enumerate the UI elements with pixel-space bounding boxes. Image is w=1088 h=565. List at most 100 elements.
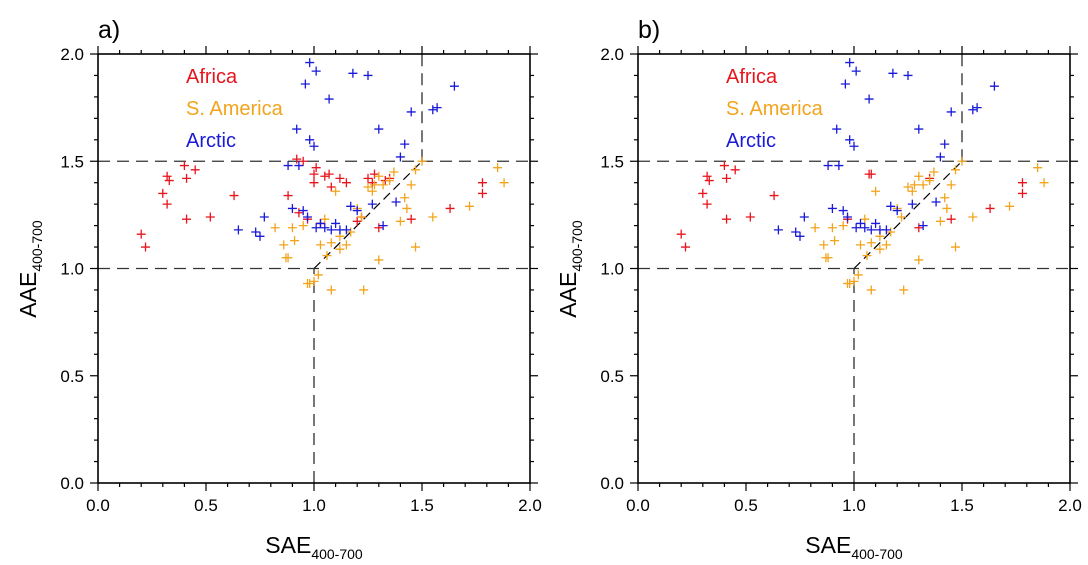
point-a-arctic-9	[300, 79, 310, 89]
point-a-arctic-27	[367, 199, 377, 209]
point-a-africa-11	[229, 191, 239, 201]
point-a-arctic-24	[348, 68, 358, 78]
panel-label-b: b)	[638, 16, 660, 44]
point-a-s_america-34	[402, 203, 412, 213]
y-tick-label-b-3: 1.5	[600, 152, 624, 171]
point-a-africa-35	[445, 203, 455, 213]
point-b-africa-9	[730, 165, 740, 175]
point-b-africa-18	[985, 203, 995, 213]
point-a-s_america-32	[395, 216, 405, 226]
point-b-africa-17	[946, 214, 956, 224]
point-b-s_america-12	[860, 214, 870, 224]
point-a-s_america-25	[367, 186, 377, 196]
point-b-africa-6	[719, 161, 729, 171]
point-a-africa-25	[341, 178, 351, 188]
point-a-arctic-7	[294, 161, 304, 171]
point-a-s_america-20	[346, 227, 356, 237]
point-b-s_america-6	[838, 221, 848, 231]
point-b-arctic-26	[903, 70, 913, 80]
y-tick-label-a-3: 1.5	[60, 152, 84, 171]
point-a-s_america-0	[270, 223, 280, 233]
point-a-s_america-3	[283, 253, 293, 263]
point-b-s_america-5	[830, 236, 840, 246]
point-b-arctic-25	[892, 206, 902, 216]
point-b-s_america-35	[946, 180, 956, 190]
y-tick-label-a-0: 0.0	[60, 474, 84, 493]
x-tick-label-a-3: 1.5	[410, 496, 434, 515]
point-b-s_america-29	[918, 180, 928, 190]
point-a-arctic-25	[352, 206, 362, 216]
point-b-s_america-16	[871, 186, 881, 196]
point-a-africa-34	[406, 214, 416, 224]
point-a-s_america-27	[374, 255, 384, 265]
series-a-africa	[136, 154, 487, 252]
point-a-arctic-31	[395, 152, 405, 162]
point-b-s_america-1	[819, 240, 829, 250]
point-b-arctic-24	[888, 68, 898, 78]
x-tick-label-a-4: 2.0	[518, 496, 542, 515]
point-b-africa-11	[769, 191, 779, 201]
point-a-africa-22	[324, 169, 334, 179]
x-tick-label-b-2: 1.0	[842, 496, 866, 515]
point-b-s_america-39	[968, 212, 978, 222]
point-b-s_america-3	[823, 253, 833, 263]
point-a-s_america-31	[389, 167, 399, 177]
point-b-s_america-25	[907, 186, 917, 196]
point-a-s_america-8	[305, 279, 315, 289]
point-a-s_america-13	[322, 251, 332, 261]
y-axis-title-a: AAE400-700	[15, 220, 45, 318]
y-tick-label-b-2: 1.0	[600, 260, 624, 279]
point-b-africa-0	[676, 229, 686, 239]
point-a-arctic-5	[287, 203, 297, 213]
point-b-arctic-12	[845, 135, 855, 145]
point-a-africa-23	[326, 182, 336, 192]
point-a-s_america-10	[313, 270, 323, 280]
point-a-africa-14	[294, 208, 304, 218]
point-a-s_america-11	[315, 240, 325, 250]
point-a-s_america-41	[493, 163, 503, 173]
point-b-arctic-18	[864, 94, 874, 104]
point-b-s_america-23	[899, 285, 909, 295]
point-b-arctic-36	[989, 81, 999, 91]
point-a-africa-9	[190, 165, 200, 175]
point-b-africa-8	[722, 214, 732, 224]
point-b-arctic-6	[832, 124, 842, 134]
point-a-africa-17	[309, 178, 319, 188]
point-b-arctic-19	[866, 225, 876, 235]
x-tick-label-b-3: 1.5	[950, 496, 974, 515]
point-a-s_america-17	[335, 244, 345, 254]
point-b-africa-3	[702, 199, 712, 209]
x-tick-label-a-1: 0.5	[194, 496, 218, 515]
x-tick-label-a-2: 1.0	[302, 496, 326, 515]
point-b-s_america-17	[875, 244, 885, 254]
point-b-arctic-2	[795, 231, 805, 241]
point-a-arctic-1	[251, 227, 261, 237]
point-a-s_america-30	[385, 176, 395, 186]
point-b-s_america-32	[935, 216, 945, 226]
panel-b: b) SAE400-700 AAE400-700 0.0 0.5 1.0 1.5 2.0…	[555, 16, 1082, 562]
point-a-s_america-9	[309, 276, 319, 286]
point-b-arctic-30	[931, 197, 941, 207]
point-a-s_america-14	[326, 285, 336, 295]
point-b-arctic-29	[918, 221, 928, 231]
point-a-arctic-20	[331, 218, 341, 228]
y-tick-label-b-1: 0.5	[600, 367, 624, 386]
point-a-s_america-33	[400, 193, 410, 203]
x-tick-label-b-1: 0.5	[734, 496, 758, 515]
point-a-africa-0	[136, 229, 146, 239]
point-a-africa-1	[141, 242, 151, 252]
point-b-arctic-10	[843, 212, 853, 222]
y-tick-label-a-4: 2.0	[60, 45, 84, 64]
point-a-s_america-15	[326, 238, 336, 248]
point-b-s_america-26	[909, 180, 919, 190]
point-b-s_america-8	[845, 279, 855, 289]
point-b-arctic-0	[773, 225, 783, 235]
point-b-arctic-34	[968, 105, 978, 115]
point-b-s_america-13	[862, 251, 872, 261]
point-b-s_america-34	[942, 203, 952, 213]
point-b-s_america-15	[866, 238, 876, 248]
point-b-africa-14	[866, 169, 876, 179]
x-axis-title-a: SAE400-700	[265, 532, 363, 562]
point-a-africa-10	[205, 212, 215, 222]
point-b-arctic-32	[940, 139, 950, 149]
